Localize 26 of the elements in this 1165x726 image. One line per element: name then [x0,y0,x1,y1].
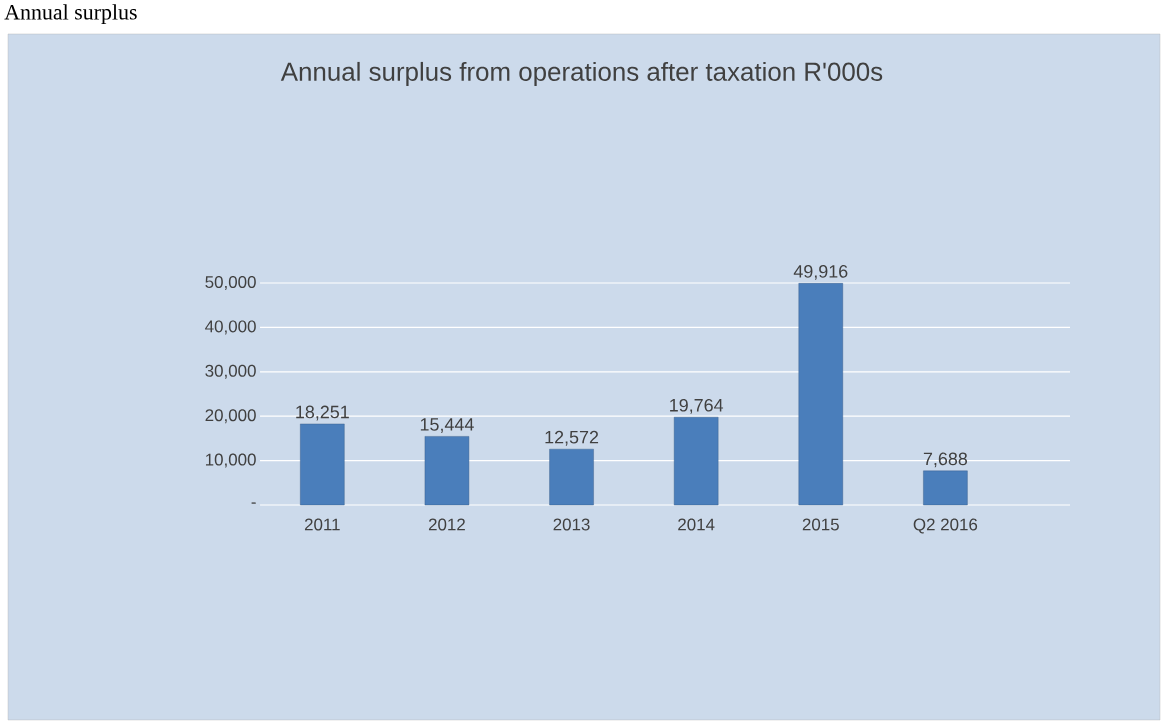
x-tick-label: 2014 [678,518,715,531]
bar [923,470,968,506]
data-label: 15,444 [420,418,474,433]
data-label: 7,688 [923,452,968,468]
y-tick-label: 50,000 [205,275,256,290]
bar [673,417,719,506]
x-tick-label: 2013 [553,518,590,531]
data-label: 19,764 [670,398,724,414]
y-tick-label: 30,000 [205,364,256,379]
y-tick-label: - [251,502,256,504]
bar [424,436,470,506]
data-label: 18,251 [296,405,349,421]
data-label: 12,572 [545,430,599,446]
y-tick-label: 10,000 [205,453,256,468]
text: Annual surplus [4,4,137,25]
data-label: 49,916 [793,265,848,280]
bar [798,283,843,506]
bar [300,423,345,506]
x-tick-label: 2015 [802,518,839,531]
x-tick-label: 2012 [428,518,465,531]
x-tick-label: Q2 2016 [913,518,978,534]
y-tick-label: 40,000 [205,320,256,335]
bar [549,448,594,506]
chart-title: Annual surplus from operations after taxation R'000s [280,61,883,87]
y-tick-label: 20,000 [205,409,256,424]
x-tick-label: 2011 [304,518,340,531]
